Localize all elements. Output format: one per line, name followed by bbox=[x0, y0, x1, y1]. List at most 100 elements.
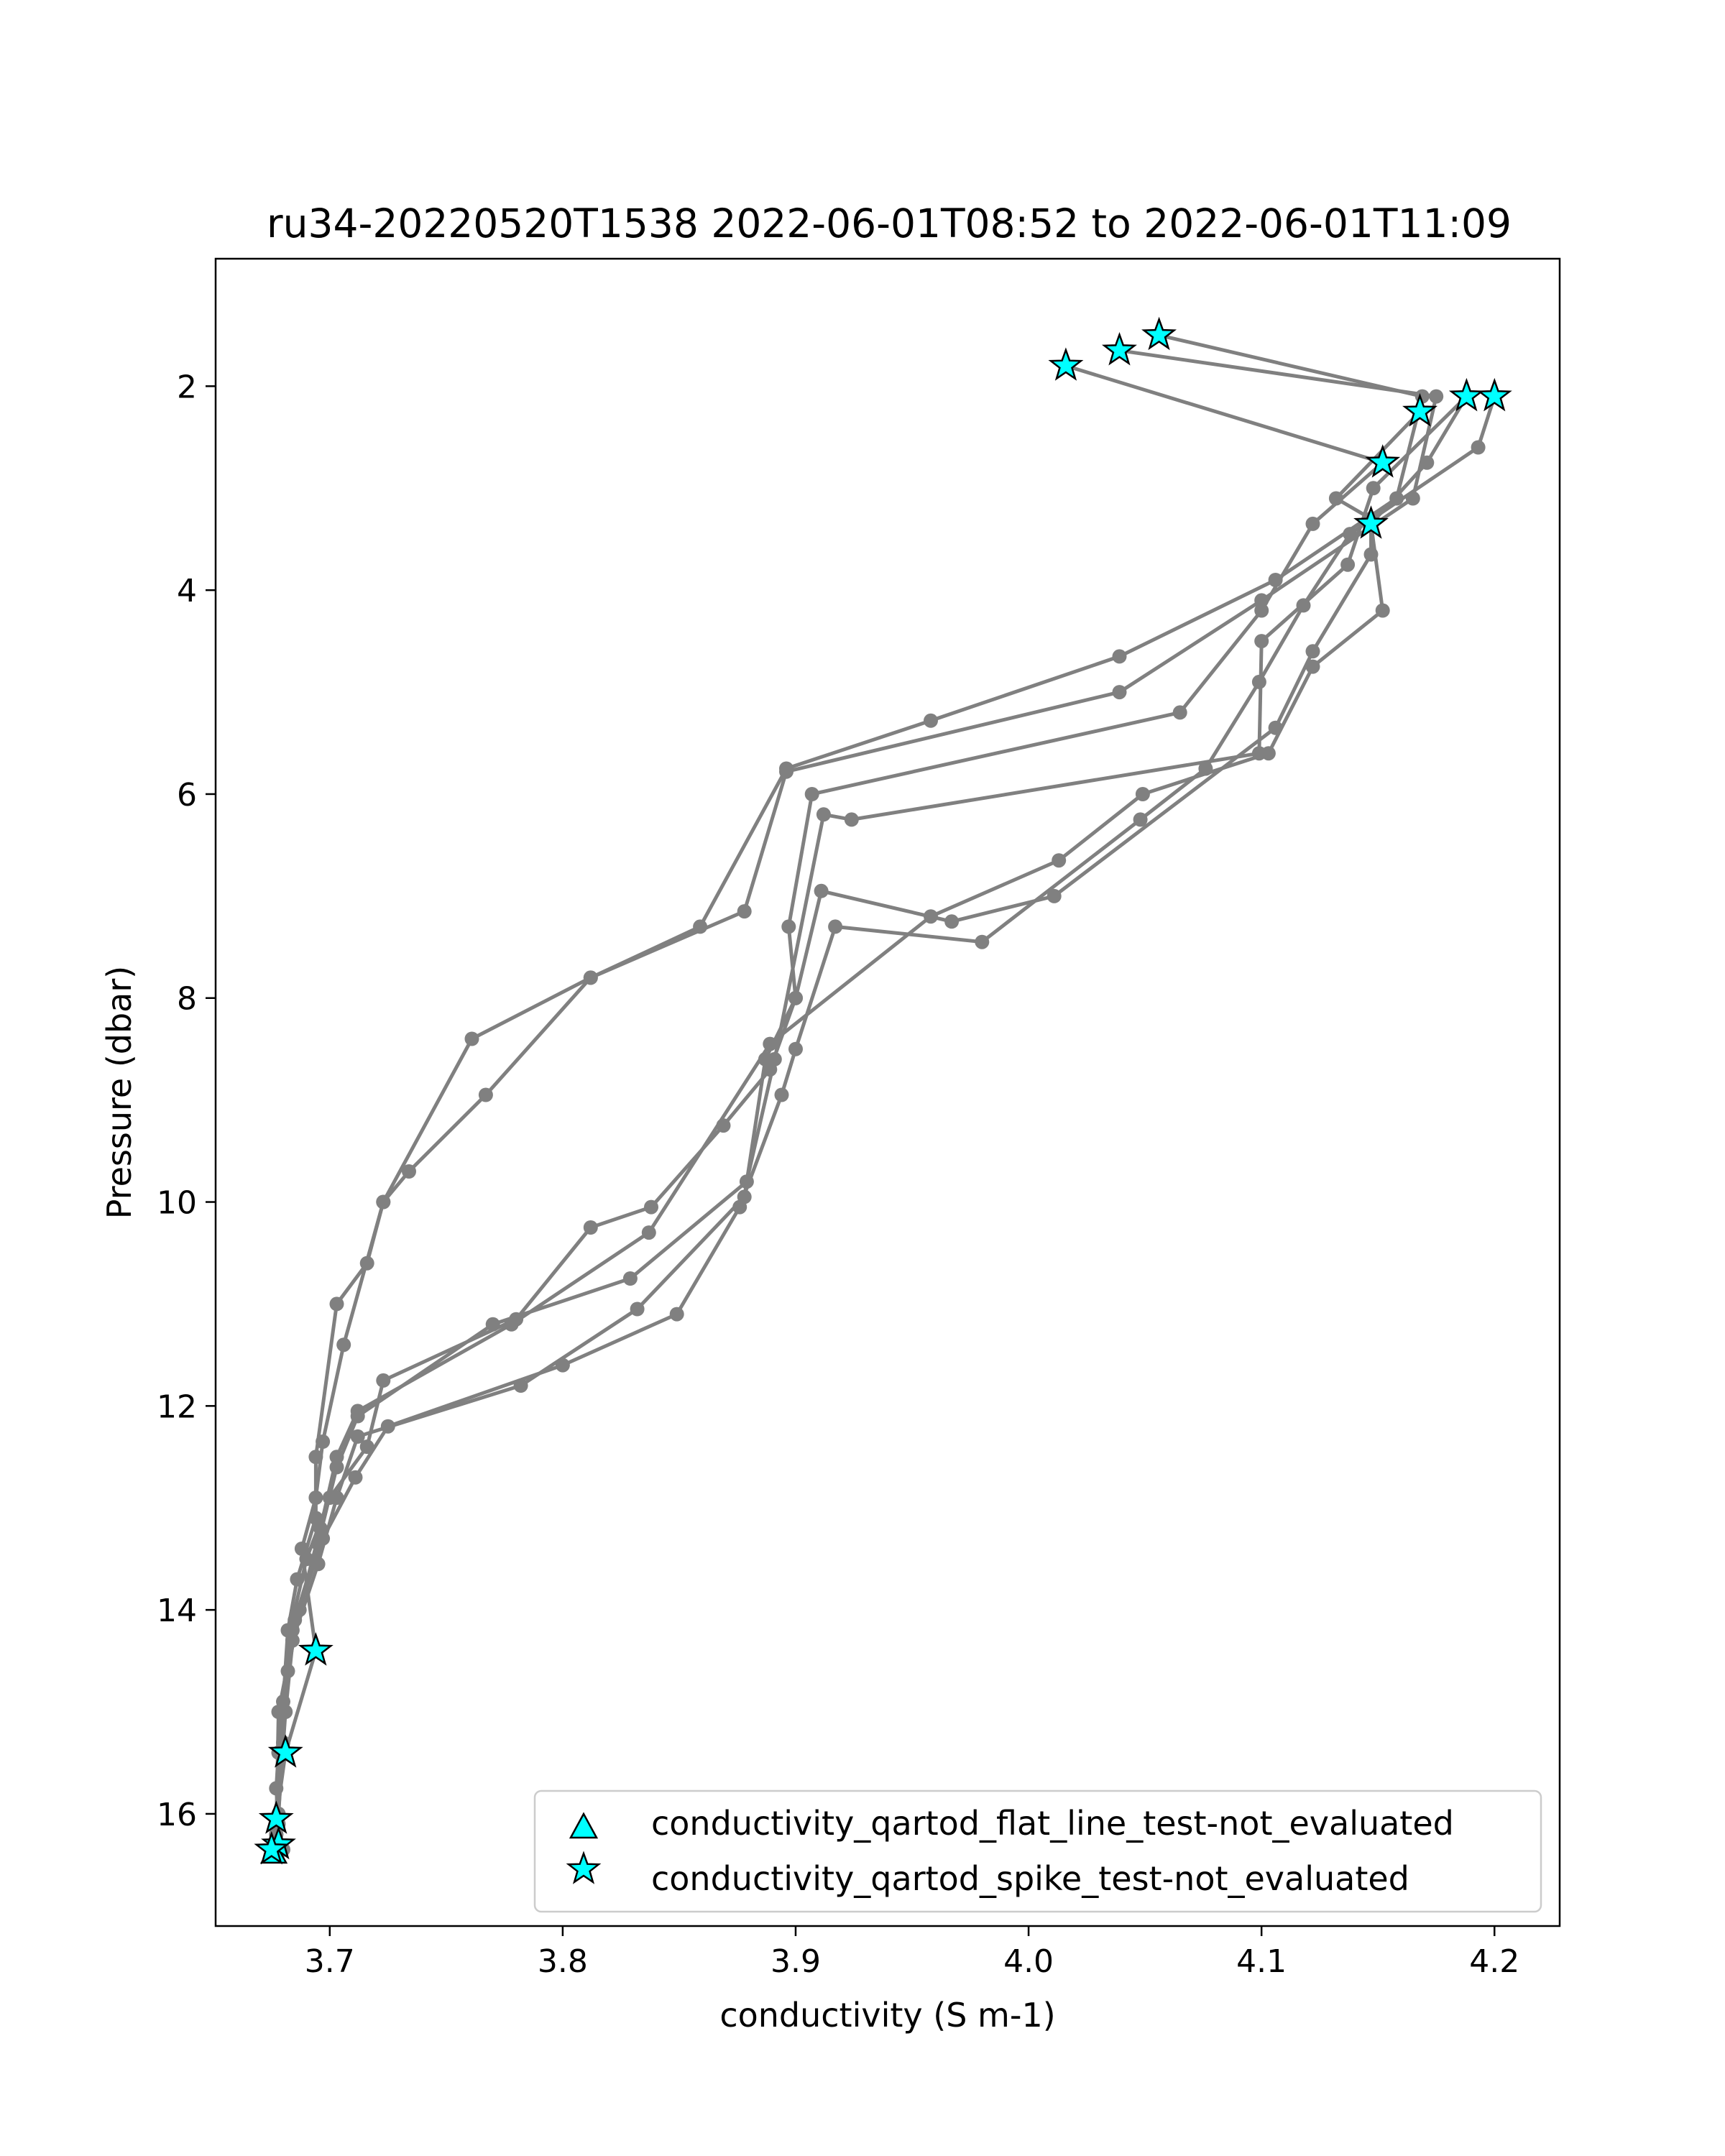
data-point bbox=[329, 1491, 344, 1505]
data-point bbox=[1363, 547, 1379, 562]
data-point bbox=[844, 812, 859, 827]
data-point bbox=[583, 1220, 598, 1235]
data-point bbox=[1133, 812, 1148, 827]
data-point bbox=[1328, 491, 1343, 506]
data-point bbox=[1375, 603, 1390, 618]
data-point bbox=[630, 1302, 645, 1317]
data-point bbox=[350, 1409, 365, 1424]
legend-label-spike: conductivity_qartod_spike_test-not_evalu… bbox=[651, 1859, 1409, 1898]
x-tick-label: 4.0 bbox=[1003, 1943, 1054, 1980]
data-point bbox=[788, 1041, 803, 1056]
data-point bbox=[622, 1271, 638, 1286]
legend: conductivity_qartod_flat_line_test-not_e… bbox=[533, 1789, 1542, 1913]
data-point bbox=[816, 807, 831, 822]
spike-flag-marker bbox=[1048, 347, 1084, 381]
data-point bbox=[924, 713, 938, 728]
x-axis-label: conductivity (S m-1) bbox=[719, 1996, 1055, 2035]
y-tick-label: 10 bbox=[157, 1185, 197, 1222]
data-point bbox=[288, 1613, 303, 1628]
profile-line-3 bbox=[272, 364, 1385, 1845]
data-point bbox=[1135, 787, 1150, 801]
spike-flag-marker bbox=[1402, 393, 1438, 427]
data-point bbox=[669, 1307, 684, 1322]
data-point bbox=[774, 1087, 789, 1102]
data-point bbox=[1112, 649, 1127, 664]
data-point bbox=[348, 1470, 363, 1485]
data-point bbox=[1254, 634, 1269, 649]
data-point bbox=[1046, 888, 1062, 903]
spike-flag-marker bbox=[1365, 444, 1401, 478]
data-point bbox=[376, 1373, 391, 1388]
y-tick-label: 12 bbox=[157, 1388, 197, 1425]
y-axis-label: Pressure (dbar) bbox=[100, 966, 139, 1219]
data-point bbox=[779, 764, 794, 779]
legend-star-shape bbox=[566, 1851, 602, 1884]
x-axis: 3.7 3.8 3.9 4.0 4.1 4.2 bbox=[305, 1926, 1519, 1980]
y-tick-label: 2 bbox=[177, 369, 197, 405]
data-point bbox=[329, 1296, 344, 1312]
y-tick-label: 6 bbox=[177, 777, 197, 814]
data-point bbox=[376, 1194, 391, 1210]
data-point bbox=[1305, 644, 1320, 659]
data-point bbox=[310, 1536, 326, 1551]
data-point bbox=[1471, 440, 1486, 455]
data-point bbox=[781, 919, 796, 934]
data-point bbox=[1052, 853, 1067, 868]
spike-flag-marker bbox=[1101, 332, 1137, 366]
spike-flag-marker bbox=[298, 1632, 334, 1666]
data-point bbox=[641, 1225, 656, 1240]
y-tick-label: 16 bbox=[157, 1797, 197, 1833]
spike-flag-marker bbox=[1476, 377, 1512, 412]
data-point bbox=[944, 914, 960, 929]
data-point bbox=[1254, 603, 1269, 618]
data-point bbox=[1429, 389, 1444, 404]
spike-flag-marker bbox=[1141, 316, 1177, 351]
data-point bbox=[513, 1378, 528, 1393]
x-tick-label: 3.7 bbox=[305, 1943, 355, 1980]
data-point bbox=[336, 1337, 351, 1353]
data-point bbox=[1420, 455, 1435, 470]
legend-box bbox=[533, 1789, 1542, 1913]
data-point bbox=[804, 787, 819, 801]
spike-flag-marker bbox=[1353, 505, 1389, 539]
data-point bbox=[1343, 527, 1358, 542]
legend-triangle-marker bbox=[569, 1812, 599, 1839]
data-point bbox=[975, 934, 990, 949]
data-point bbox=[402, 1164, 416, 1179]
data-point bbox=[350, 1429, 365, 1444]
data-point bbox=[767, 1051, 782, 1067]
data-point bbox=[464, 1031, 479, 1046]
data-point bbox=[308, 1491, 323, 1505]
data-point bbox=[739, 1174, 754, 1189]
legend-star-marker bbox=[566, 1851, 602, 1884]
data-point bbox=[1172, 705, 1187, 720]
data-point bbox=[1340, 557, 1356, 572]
data-point bbox=[278, 1705, 293, 1719]
y-tick-label: 4 bbox=[177, 573, 197, 609]
y-tick-label: 8 bbox=[177, 981, 197, 1018]
axes-frame bbox=[214, 257, 1561, 1927]
x-tick-label: 4.2 bbox=[1469, 1943, 1519, 1980]
data-point bbox=[644, 1199, 658, 1215]
spike-flag-marker bbox=[258, 1800, 294, 1834]
data-point bbox=[737, 1189, 752, 1204]
x-tick-label: 3.8 bbox=[538, 1943, 588, 1980]
data-point bbox=[485, 1317, 500, 1332]
data-point bbox=[1198, 761, 1213, 776]
data-point bbox=[788, 990, 803, 1005]
data-point bbox=[1305, 516, 1320, 531]
plot-area bbox=[254, 316, 1512, 1865]
spike-flag-marker bbox=[254, 1830, 290, 1865]
data-point bbox=[1305, 659, 1320, 674]
data-point bbox=[329, 1460, 344, 1475]
x-tick-label: 4.1 bbox=[1236, 1943, 1287, 1980]
data-point bbox=[583, 970, 598, 985]
legend-label-flat-line: conductivity_qartod_flat_line_test-not_e… bbox=[651, 1804, 1454, 1843]
chart-title: ru34-20220520T1538 2022-06-01T08:52 to 2… bbox=[267, 201, 1512, 247]
data-point bbox=[1112, 685, 1127, 700]
y-tick-label: 14 bbox=[157, 1593, 197, 1629]
y-axis: 2 4 6 8 10 12 14 16 bbox=[157, 369, 216, 1833]
data-point bbox=[814, 883, 829, 898]
data-point bbox=[828, 919, 843, 934]
